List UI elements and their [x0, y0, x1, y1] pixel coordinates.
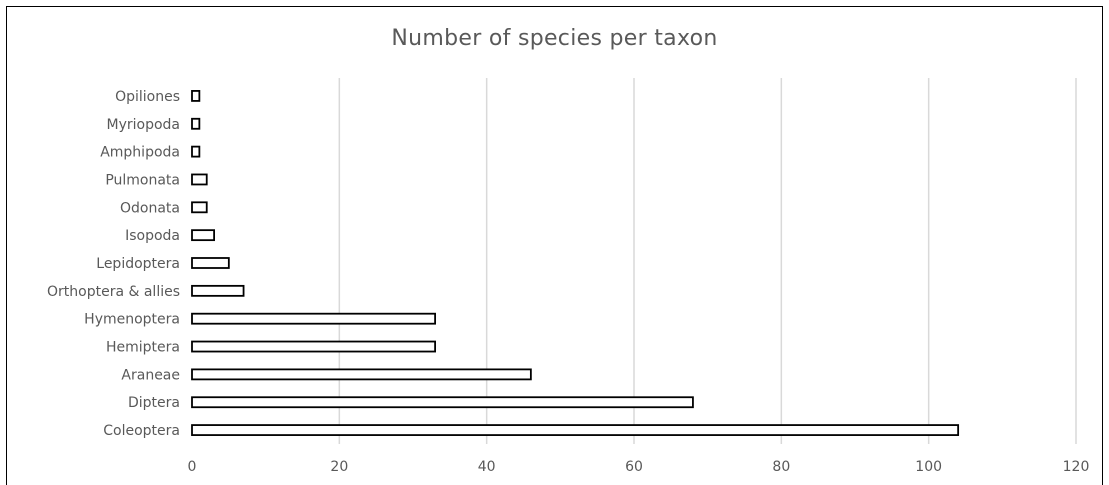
category-label: Diptera — [128, 395, 180, 411]
category-label: Orthoptera & allies — [47, 284, 180, 300]
bar-hymenoptera — [191, 312, 437, 325]
bar-hemiptera — [191, 340, 437, 353]
bar-amphipoda — [191, 145, 201, 158]
x-tick-label: 0 — [188, 459, 197, 475]
x-tick-label: 20 — [330, 459, 348, 475]
x-tick-labels: 0 20 40 60 80 100 120 — [188, 459, 1090, 475]
bar-pulmonata — [191, 173, 208, 186]
category-label: Odonata — [120, 200, 180, 216]
x-tick-label: 100 — [915, 459, 942, 475]
bar-isopoda — [191, 229, 216, 242]
bar-orthoptera-allies — [191, 284, 245, 297]
category-label: Hymenoptera — [84, 312, 180, 328]
bar-diptera — [191, 396, 694, 409]
bars — [191, 90, 960, 436]
bar-odonata — [191, 201, 208, 214]
x-tick-label: 40 — [478, 459, 496, 475]
bar-lepidoptera — [191, 257, 230, 269]
category-label: Opiliones — [115, 89, 180, 105]
x-tick-label: 120 — [1063, 459, 1090, 475]
category-label: Lepidoptera — [96, 256, 180, 272]
category-label: Pulmonata — [105, 172, 180, 188]
x-tick-label: 60 — [625, 459, 643, 475]
bar-coleoptera — [191, 424, 960, 436]
gridlines — [338, 78, 1077, 444]
category-label: Isopoda — [125, 228, 180, 244]
category-label: Coleoptera — [103, 423, 180, 439]
bar-opiliones — [191, 90, 201, 102]
chart-title: Number of species per taxon — [391, 26, 718, 51]
category-labels: Opiliones Myriopoda Amphipoda Pulmonata Odon… — [47, 89, 180, 439]
bar-myriopoda — [191, 117, 201, 130]
category-label: Araneae — [121, 367, 180, 383]
category-label: Hemiptera — [106, 340, 180, 356]
category-label: Myriopoda — [107, 117, 181, 133]
x-tick-label: 80 — [772, 459, 790, 475]
category-label: Amphipoda — [100, 145, 180, 161]
bar-araneae — [191, 368, 532, 381]
